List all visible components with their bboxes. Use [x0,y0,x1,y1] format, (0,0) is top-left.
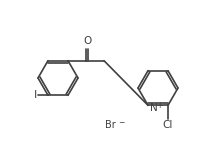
Text: Cl: Cl [163,120,173,130]
Text: Br: Br [105,120,116,130]
Text: +: + [156,101,162,110]
Text: I: I [34,90,37,100]
Text: −: − [118,118,124,127]
Text: O: O [83,36,91,46]
Text: N: N [150,103,158,113]
